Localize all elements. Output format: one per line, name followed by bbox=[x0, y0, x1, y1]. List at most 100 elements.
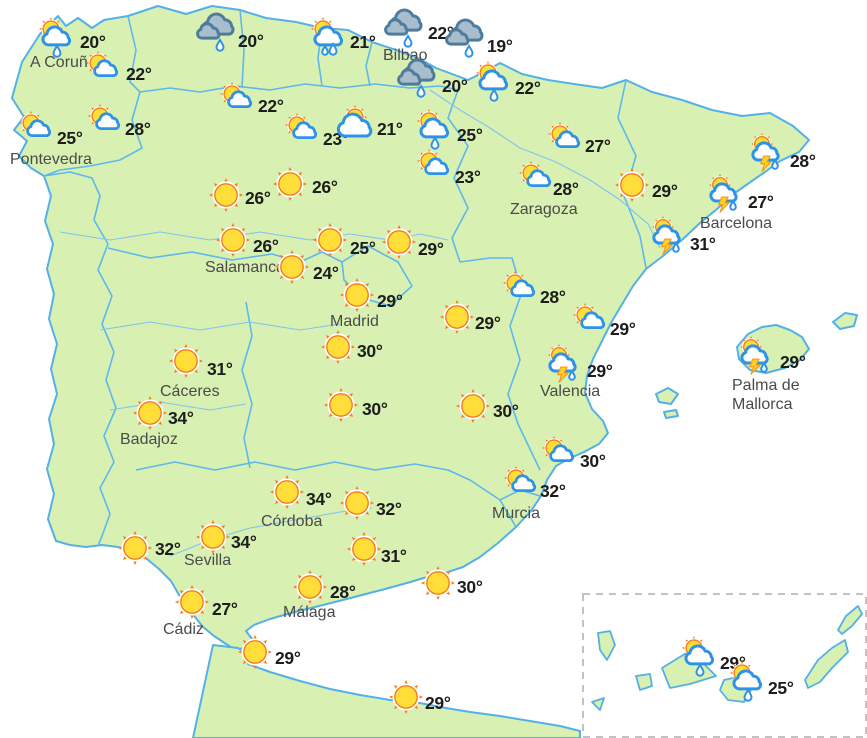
weather-point bbox=[468, 60, 520, 104]
weather-point bbox=[211, 79, 263, 123]
temperature-label: 28° bbox=[540, 287, 566, 308]
sun-storm-icon bbox=[740, 336, 769, 375]
temperature-label: 26° bbox=[253, 236, 279, 257]
temperature-label: 19° bbox=[487, 36, 513, 57]
island-formentera bbox=[663, 409, 679, 419]
temperature-label: 30° bbox=[580, 451, 606, 472]
temperature-label: 29° bbox=[720, 653, 746, 674]
weather-point bbox=[264, 162, 316, 206]
sun-storm-icon bbox=[652, 216, 681, 255]
sun-cloud-icon bbox=[220, 82, 253, 109]
sun-cloud-icon bbox=[285, 113, 318, 140]
sun-icon bbox=[273, 167, 307, 201]
weather-point bbox=[10, 108, 62, 152]
temperature-label: 31° bbox=[381, 546, 407, 567]
city-label: Badajoz bbox=[120, 431, 178, 448]
temperature-label: 29° bbox=[587, 361, 613, 382]
weather-point bbox=[539, 119, 591, 163]
city-label: Sevilla bbox=[184, 552, 232, 569]
temperature-label: 34° bbox=[231, 532, 257, 553]
sun-icon bbox=[615, 168, 649, 202]
island-el-hierro bbox=[591, 697, 605, 711]
weather-point bbox=[381, 5, 433, 49]
temperature-label: 29° bbox=[780, 352, 806, 373]
rain-icon bbox=[384, 8, 423, 48]
city-label: Valencia bbox=[540, 383, 601, 400]
weather-point bbox=[207, 218, 259, 262]
sun-cloud-icon bbox=[542, 436, 575, 463]
temperature-label: 30° bbox=[457, 577, 483, 598]
temperature-label: 29° bbox=[418, 239, 444, 260]
temperature-label: 22° bbox=[515, 78, 541, 99]
temperature-label: 22° bbox=[126, 64, 152, 85]
temperature-label: 32° bbox=[540, 481, 566, 502]
sun-rain-icon bbox=[311, 17, 344, 56]
city-label: Pontevedra bbox=[10, 151, 92, 168]
weather-point bbox=[447, 384, 499, 428]
temperature-label: 26° bbox=[245, 188, 271, 209]
temperature-label: 27° bbox=[212, 599, 238, 620]
temperature-label: 27° bbox=[748, 192, 774, 213]
sun-icon bbox=[313, 223, 347, 257]
weather-point bbox=[315, 383, 367, 427]
temperature-label: 25° bbox=[350, 238, 376, 259]
temperature-label: 21° bbox=[377, 119, 403, 140]
temperature-label: 25° bbox=[768, 678, 794, 699]
sun-storm-icon bbox=[548, 344, 577, 383]
weather-point bbox=[229, 630, 281, 674]
weather-point bbox=[701, 173, 753, 217]
weather-point bbox=[644, 215, 696, 259]
temperature-label: 26° bbox=[312, 177, 338, 198]
temperature-label: 32° bbox=[376, 499, 402, 520]
weather-point bbox=[303, 16, 355, 60]
weather-point bbox=[409, 108, 461, 152]
temperature-label: 23° bbox=[455, 167, 481, 188]
temperature-label: 23° bbox=[323, 129, 349, 150]
temperature-label: 20° bbox=[238, 31, 264, 52]
weather-point bbox=[166, 580, 218, 624]
weather-point bbox=[606, 163, 658, 207]
temperature-label: 32° bbox=[155, 539, 181, 560]
weather-point bbox=[109, 526, 161, 570]
temperature-label: 25° bbox=[57, 128, 83, 149]
city-label: Bilbao bbox=[383, 47, 428, 64]
weather-point bbox=[564, 300, 616, 344]
sun-cloud-icon bbox=[548, 122, 581, 149]
temperature-label: 25° bbox=[457, 125, 483, 146]
weather-point bbox=[494, 268, 546, 312]
temperature-label: 22° bbox=[258, 96, 284, 117]
weather-point bbox=[533, 433, 585, 477]
sun-storm-icon bbox=[709, 174, 738, 213]
sun-icon bbox=[456, 389, 490, 423]
sun-cloud-icon bbox=[573, 303, 606, 330]
island-la-gomera bbox=[635, 673, 653, 691]
weather-point bbox=[79, 101, 131, 145]
temperature-label: 28° bbox=[790, 151, 816, 172]
island-ibiza bbox=[655, 387, 679, 405]
sun-rain-icon bbox=[476, 61, 509, 102]
sun-cloud-icon bbox=[417, 149, 450, 176]
weather-point bbox=[160, 339, 212, 383]
temperature-label: 22° bbox=[428, 23, 454, 44]
sun-icon bbox=[118, 531, 152, 565]
island-lanzarote bbox=[837, 605, 863, 635]
temperature-label: 34° bbox=[168, 408, 194, 429]
city-label: Murcia bbox=[492, 505, 541, 522]
sun-cloud-icon bbox=[88, 104, 121, 131]
city-label: A Coruña bbox=[30, 54, 97, 71]
temperature-label: 29° bbox=[377, 291, 403, 312]
temperature-label: 30° bbox=[493, 401, 519, 422]
sun-cloud-icon bbox=[503, 271, 536, 298]
temperature-label: 34° bbox=[306, 489, 332, 510]
city-label: Salamanca bbox=[205, 259, 286, 276]
sun-icon bbox=[169, 344, 203, 378]
island-menorca bbox=[832, 312, 858, 330]
city-label: Madrid bbox=[330, 313, 379, 330]
temperature-label: 20° bbox=[442, 76, 468, 97]
weather-point bbox=[732, 335, 784, 379]
weather-point bbox=[743, 132, 795, 176]
temperature-label: 29° bbox=[475, 313, 501, 334]
city-label: Cáceres bbox=[160, 383, 220, 400]
